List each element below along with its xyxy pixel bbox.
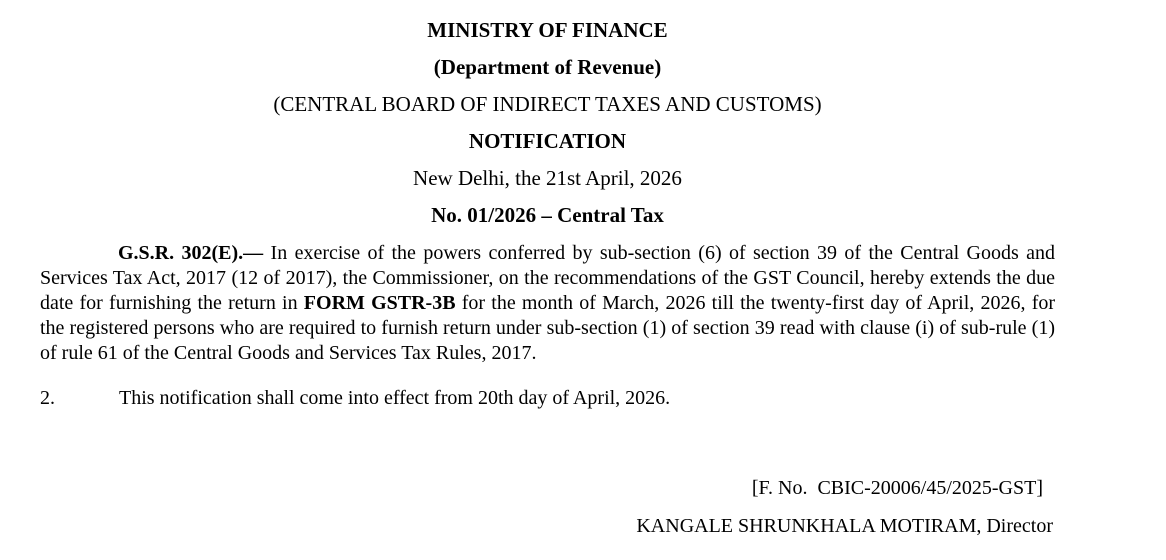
notification-content: MINISTRY OF FINANCE (Department of Reven… [40,12,1055,545]
heading-place-date: New Delhi, the 21st April, 2026 [413,166,682,190]
gsr-number-lead: G.S.R. 302(E).— [118,242,264,264]
file-number: [F. No. CBIC-20006/45/2025-GST] [751,477,1043,499]
heading-board: (CENTRAL BOARD OF INDIRECT TAXES AND CUS… [273,92,822,116]
heading-department: (Department of Revenue) [433,55,662,79]
paragraph-effective-date: 2. This notification shall come into effe… [40,386,1055,411]
signatory-name: KANGALE SHRUNKHALA MOTIRAM, Director [636,515,1053,537]
heading-ministry: MINISTRY OF FINANCE [427,18,668,42]
doc-footer: [F. No. CBIC-20006/45/2025-GST] KANGALE … [40,469,1055,545]
form-gstr-3b-label: FORM GSTR-3B [303,292,456,314]
paragraph-gsr: G.S.R. 302(E).— In exercise of the power… [40,241,1055,366]
heading-notification-number: No. 01/2026 – Central Tax [431,203,664,227]
doc-header: MINISTRY OF FINANCE (Department of Reven… [40,12,1055,234]
effective-date-text: This notification shall come into effect… [119,387,671,409]
notification-page: MINISTRY OF FINANCE (Department of Reven… [40,12,1055,545]
paragraph-number: 2. [40,387,55,409]
doc-body: G.S.R. 302(E).— In exercise of the power… [40,241,1055,411]
gsr-text-b: for the month of March, 2026 till the tw… [40,292,1056,364]
heading-doc-type: NOTIFICATION [468,129,627,153]
gsr-text-a: In exercise of the powers conferred by s… [40,242,1055,314]
